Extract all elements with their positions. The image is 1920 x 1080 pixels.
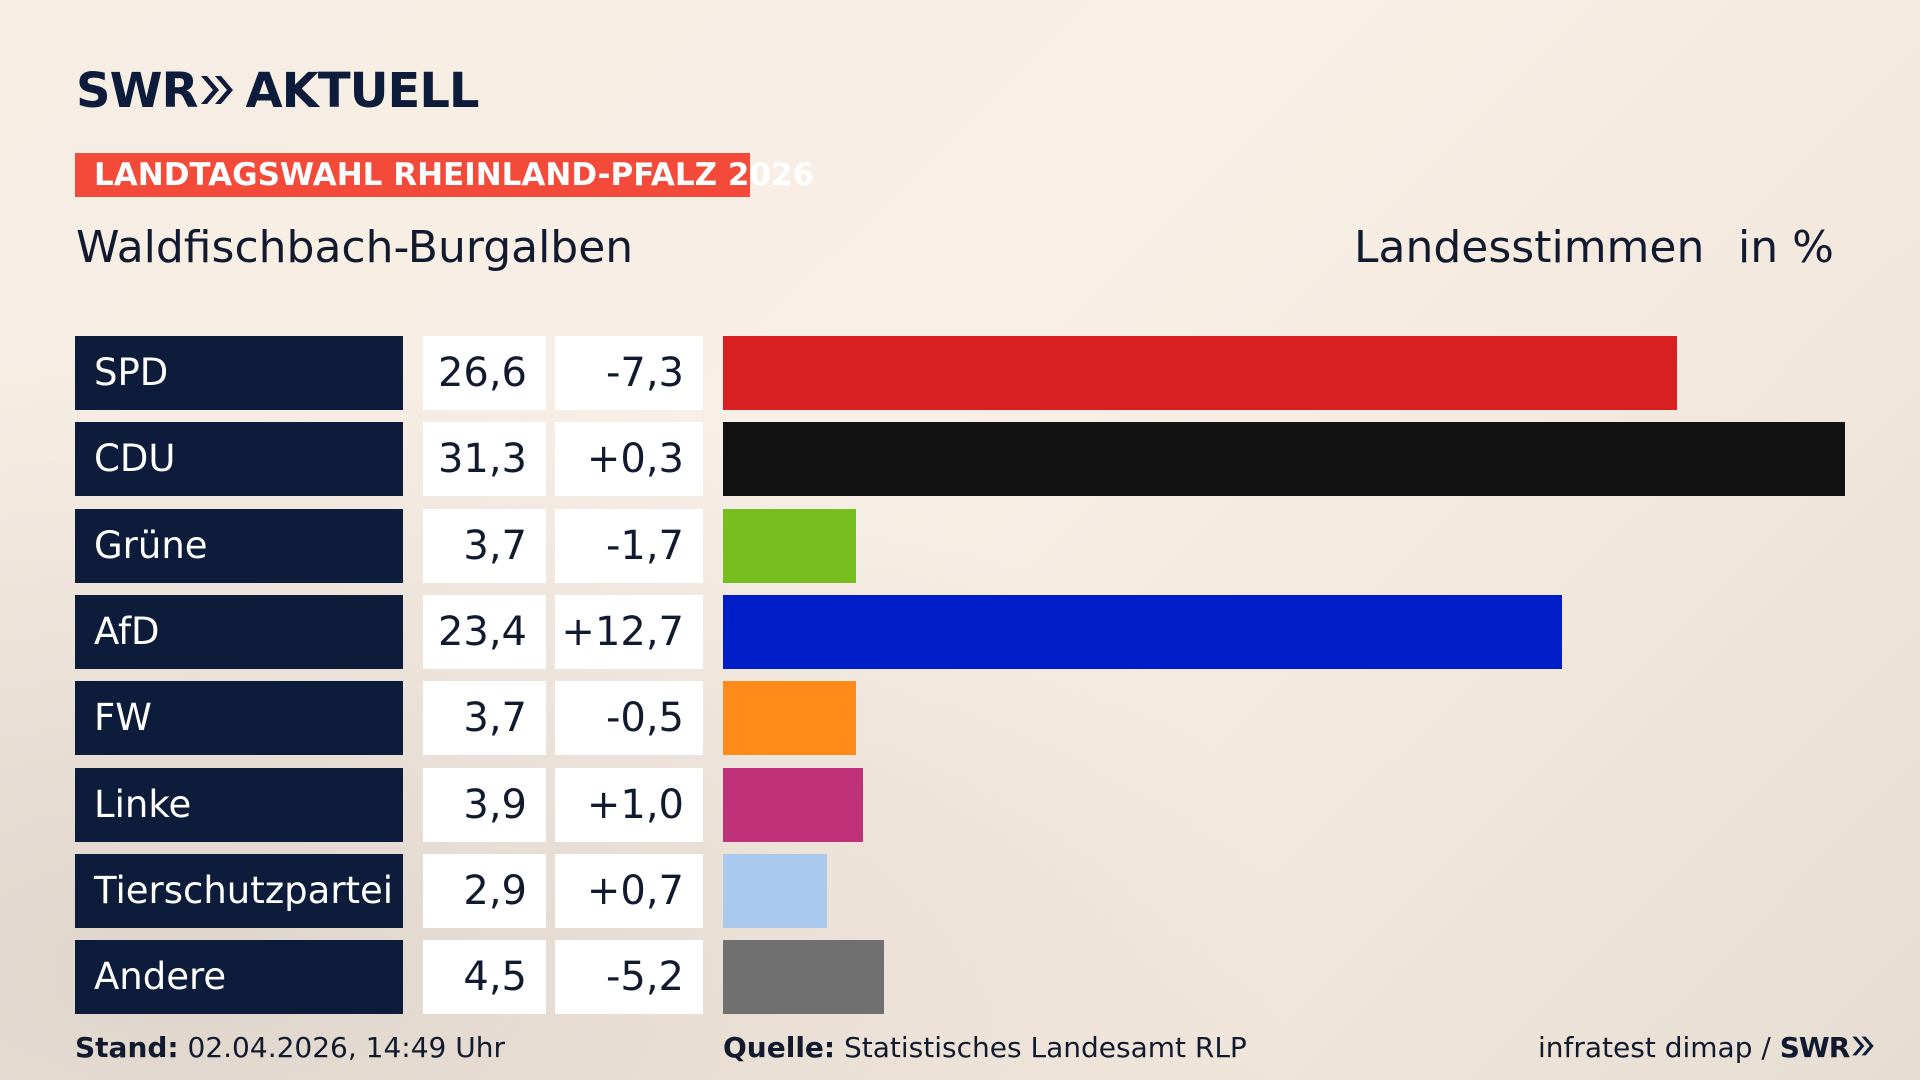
measure-label: Landesstimmen	[1354, 222, 1705, 273]
region-title: Waldfischbach-Burgalben	[76, 222, 634, 273]
diff-label: +0,7	[555, 854, 703, 928]
value-label: 31,3	[423, 422, 546, 496]
bar	[723, 595, 1562, 669]
bar	[723, 768, 863, 842]
logo-brand: SWR	[76, 63, 198, 119]
value-label: 26,6	[423, 336, 546, 410]
diff-label: -5,2	[555, 940, 703, 1014]
quelle-label: Quelle:	[723, 1031, 836, 1064]
party-label: Linke	[75, 768, 403, 842]
credit-brand: SWR	[1779, 1031, 1851, 1064]
chart-row: Linke 3,9 +1,0	[0, 768, 1920, 842]
quelle-value: Statistisches Landesamt RLP	[844, 1031, 1247, 1064]
party-label: FW	[75, 681, 403, 755]
value-label: 3,9	[423, 768, 546, 842]
party-label: Tierschutzpartei	[75, 854, 403, 928]
value-label: 4,5	[423, 940, 546, 1014]
diff-label: +12,7	[555, 595, 703, 669]
footer-credit: infratest dimap / SWR	[1538, 1031, 1875, 1066]
logo-suffix: AKTUELL	[245, 63, 479, 119]
diff-label: -0,5	[555, 681, 703, 755]
diff-label: -7,3	[555, 336, 703, 410]
stand-value: 02.04.2026, 14:49 Uhr	[187, 1031, 505, 1064]
stand-label: Stand:	[75, 1031, 179, 1064]
chart-row: FW 3,7 -0,5	[0, 681, 1920, 755]
party-label: SPD	[75, 336, 403, 410]
chart-row: Tierschutzpartei 2,9 +0,7	[0, 854, 1920, 928]
party-label: Andere	[75, 940, 403, 1014]
footer-quelle: Quelle: Statistisches Landesamt RLP	[723, 1031, 1247, 1065]
chart-row: CDU 31,3 +0,3	[0, 422, 1920, 496]
diff-label: -1,7	[555, 509, 703, 583]
chart-row: Grüne 3,7 -1,7	[0, 509, 1920, 583]
chevrons-icon	[1851, 1032, 1875, 1066]
chart-row: AfD 23,4 +12,7	[0, 595, 1920, 669]
credit-text: infratest dimap /	[1538, 1031, 1771, 1064]
bar	[723, 509, 856, 583]
bar	[723, 681, 856, 755]
party-label: AfD	[75, 595, 403, 669]
party-label: CDU	[75, 422, 403, 496]
unit-label: in %	[1738, 222, 1834, 273]
value-label: 2,9	[423, 854, 546, 928]
bar	[723, 422, 1845, 496]
chart-row: SPD 26,6 -7,3	[0, 336, 1920, 410]
value-label: 23,4	[423, 595, 546, 669]
diff-label: +0,3	[555, 422, 703, 496]
diff-label: +1,0	[555, 768, 703, 842]
party-label: Grüne	[75, 509, 403, 583]
chevrons-icon	[199, 72, 235, 108]
bar	[723, 854, 827, 928]
footer-stand: Stand: 02.04.2026, 14:49 Uhr	[75, 1031, 505, 1065]
value-label: 3,7	[423, 681, 546, 755]
swr-aktuell-logo: SWR AKTUELL	[76, 63, 480, 119]
bar	[723, 336, 1677, 410]
value-label: 3,7	[423, 509, 546, 583]
chart-row: Andere 4,5 -5,2	[0, 940, 1920, 1014]
bar	[723, 940, 884, 1014]
election-tag: LANDTAGSWAHL RHEINLAND-PFALZ 2026	[75, 153, 814, 197]
